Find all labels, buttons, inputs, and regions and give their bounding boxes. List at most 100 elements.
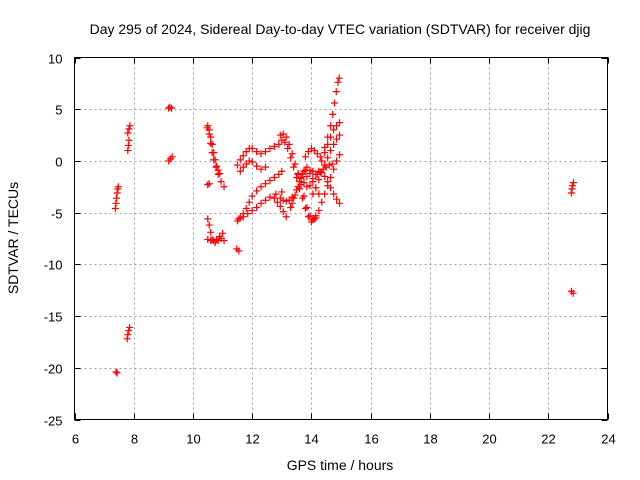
series-arc-22.8-a	[567, 179, 577, 197]
y-tick-label: -15	[44, 310, 63, 325]
data-point	[327, 184, 335, 192]
x-tick-label: 22	[541, 432, 555, 447]
data-point	[219, 229, 227, 237]
data-point	[276, 202, 284, 210]
data-point	[261, 163, 269, 171]
data-point	[312, 170, 320, 178]
data-point	[315, 207, 323, 215]
data-point	[270, 142, 278, 150]
data-point	[279, 208, 287, 216]
data-point	[569, 182, 577, 190]
data-point	[287, 203, 295, 211]
data-point	[312, 212, 320, 220]
data-point	[333, 122, 341, 130]
data-point	[318, 198, 326, 206]
x-tick-label: 10	[186, 432, 200, 447]
data-points	[111, 74, 577, 377]
series-arc-7.4-b	[112, 368, 121, 377]
series-arc-11.5-dot	[233, 245, 243, 255]
y-tick-label: -25	[44, 414, 63, 429]
data-point	[233, 161, 241, 169]
series-arc-11.5-lowest	[235, 188, 286, 223]
data-point	[124, 129, 132, 137]
data-point	[213, 236, 221, 244]
data-point	[316, 153, 324, 161]
data-point	[312, 184, 320, 192]
data-point	[569, 289, 577, 297]
data-point	[212, 163, 220, 171]
data-point	[125, 327, 133, 335]
data-point	[261, 196, 269, 204]
series-arc-14-tall	[321, 74, 343, 151]
data-point	[278, 167, 286, 175]
series-arc-11.5-lower	[233, 167, 286, 225]
data-point	[284, 145, 292, 153]
data-point	[304, 213, 312, 221]
data-point	[210, 237, 218, 245]
data-point	[266, 177, 274, 185]
data-point	[205, 130, 213, 138]
data-point	[288, 150, 296, 158]
data-point	[204, 236, 212, 244]
data-point	[309, 190, 317, 198]
data-point	[321, 190, 329, 198]
data-point	[303, 203, 311, 211]
data-point	[114, 183, 122, 191]
data-point	[126, 323, 134, 331]
data-point	[207, 228, 215, 236]
data-point	[336, 119, 344, 127]
data-point	[235, 247, 243, 255]
series-arc-22.8-b	[567, 287, 577, 297]
data-point	[261, 148, 269, 156]
y-axis-ticks: 10 5 0 -5 -10 -15 -20 -25	[44, 52, 608, 429]
data-point	[270, 194, 278, 202]
data-point	[204, 181, 212, 189]
data-point	[310, 215, 318, 223]
series-arc-13.6-v	[294, 169, 317, 191]
series-arc-14-fall	[321, 172, 344, 207]
data-point	[205, 221, 213, 229]
series-arc-9.2-a	[165, 103, 176, 112]
x-tick-label: 20	[482, 432, 496, 447]
series-arc-9.2-b	[165, 153, 176, 165]
x-tick-label: 8	[131, 432, 138, 447]
data-point	[324, 154, 332, 162]
data-point	[291, 160, 299, 168]
data-point	[236, 156, 244, 164]
data-point	[245, 157, 253, 165]
data-point	[220, 237, 228, 245]
data-point	[321, 143, 329, 151]
data-point	[257, 165, 265, 173]
data-point	[235, 215, 243, 223]
data-point	[313, 150, 321, 158]
data-point	[242, 148, 250, 156]
data-point	[329, 110, 337, 118]
data-point	[324, 140, 332, 148]
data-point	[217, 178, 225, 186]
data-point	[288, 199, 296, 207]
data-point	[203, 124, 211, 132]
data-point	[282, 133, 290, 141]
series-arc-7.4-a	[111, 183, 122, 213]
data-point	[208, 149, 216, 157]
data-point	[325, 161, 333, 169]
data-point	[299, 194, 307, 202]
data-point	[216, 169, 224, 177]
data-point	[214, 170, 222, 178]
data-point	[257, 183, 265, 191]
series-arc-7.8-b	[123, 323, 134, 343]
series-arc-13.8-up	[301, 145, 324, 161]
data-point	[220, 183, 228, 191]
data-point	[293, 186, 301, 194]
x-tick-label: 12	[245, 432, 259, 447]
data-point	[299, 170, 307, 178]
data-point	[253, 148, 261, 156]
data-point	[168, 104, 176, 112]
data-point	[282, 213, 290, 221]
data-point	[309, 178, 317, 186]
data-point	[253, 162, 261, 170]
data-point	[336, 131, 344, 139]
data-point	[294, 183, 302, 191]
y-tick-label: -10	[44, 258, 63, 273]
data-point	[328, 160, 336, 168]
